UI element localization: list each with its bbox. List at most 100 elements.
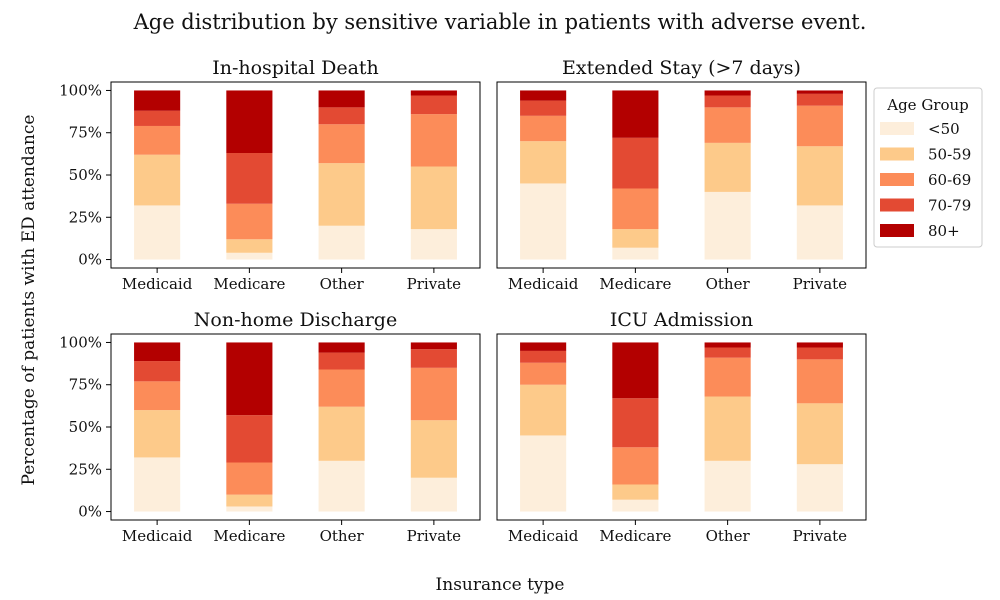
- x-tick-label: Other: [706, 527, 751, 545]
- bar-other-50-59: [318, 406, 365, 461]
- y-tick-label: 25%: [69, 460, 102, 478]
- legend-swatch-50-59: [880, 147, 914, 161]
- y-tick-label: 50%: [69, 166, 102, 184]
- bar-private-50-59: [410, 166, 457, 230]
- y-tick-label: 75%: [69, 376, 102, 394]
- bar-private-60-69: [410, 367, 457, 421]
- x-tick-label: Private: [793, 527, 848, 545]
- bar-medicaid-80: [520, 90, 567, 101]
- panel-title: Extended Stay (>7 days): [562, 57, 801, 79]
- bar-other-60-69: [704, 357, 751, 397]
- bar-medicaid-50-59: [134, 154, 181, 206]
- plot-frame: [496, 81, 867, 269]
- x-tick-label: Medicaid: [508, 527, 579, 545]
- panel-title: Non-home Discharge: [194, 309, 397, 331]
- panel-icu-admission: ICU Admission Medicaid Medicare Other Privat…: [496, 309, 867, 545]
- y-tick-label: 25%: [69, 208, 102, 226]
- bar-private-50: [410, 477, 457, 512]
- x-tick-label: Medicare: [213, 275, 285, 293]
- bar-private-70-79: [410, 95, 457, 115]
- bar-medicaid-70-79: [520, 350, 567, 363]
- bar-other-50: [318, 460, 365, 512]
- bar-other-80: [318, 342, 365, 353]
- bar-other-60-69: [318, 124, 365, 164]
- bar-other-80: [318, 90, 365, 108]
- x-tick-label: Other: [320, 275, 365, 293]
- bar-medicaid-50: [520, 183, 567, 260]
- y-tick-label: 100%: [59, 81, 102, 99]
- x-tick-label: Private: [407, 275, 462, 293]
- bar-private-80: [410, 90, 457, 96]
- bar-private-50: [410, 229, 457, 260]
- bar-medicare-50-59: [226, 494, 273, 507]
- bar-medicaid-70-79: [520, 100, 567, 116]
- bar-medicaid-60-69: [520, 115, 567, 142]
- legend-label: 60-69: [928, 171, 971, 189]
- bar-medicare-80: [612, 90, 659, 138]
- bar-medicare-50-59: [612, 229, 659, 248]
- legend-label: 70-79: [928, 197, 971, 215]
- y-tick-label: 75%: [69, 124, 102, 142]
- bar-medicaid-80: [520, 342, 567, 351]
- bar-other-70-79: [704, 347, 751, 358]
- bar-other-60-69: [704, 107, 751, 143]
- bar-other-50-59: [318, 163, 365, 226]
- legend-label: <50: [928, 120, 960, 138]
- bar-private-70-79: [796, 347, 843, 360]
- bar-medicaid-70-79: [134, 361, 181, 382]
- bar-private-80: [796, 90, 843, 94]
- bar-medicaid-80: [134, 90, 181, 111]
- bar-other-80: [704, 342, 751, 348]
- bar-medicare-50: [612, 499, 659, 512]
- bar-medicare-80: [226, 90, 273, 154]
- bar-private-70-79: [796, 93, 843, 106]
- bar-medicare-70-79: [612, 137, 659, 189]
- x-tick-label: Medicaid: [508, 275, 579, 293]
- x-tick-label: Private: [793, 275, 848, 293]
- y-tick-label: 50%: [69, 418, 102, 436]
- bar-medicare-50-59: [612, 484, 659, 500]
- bar-medicaid-60-69: [134, 381, 181, 411]
- x-tick-label: Medicare: [213, 527, 285, 545]
- bar-other-70-79: [318, 352, 365, 370]
- legend-swatch-80: [880, 224, 914, 237]
- bar-private-60-69: [410, 114, 457, 167]
- x-tick-label: Medicare: [599, 527, 671, 545]
- bar-medicare-60-69: [226, 203, 273, 240]
- bar-private-50-59: [796, 403, 843, 465]
- bar-other-70-79: [318, 107, 365, 125]
- bar-medicaid-50-59: [520, 384, 567, 436]
- bar-private-80: [410, 342, 457, 350]
- bar-other-70-79: [704, 95, 751, 108]
- x-tick-label: Other: [320, 527, 365, 545]
- plot-frame: [110, 81, 481, 269]
- panel-in-hospital-death: In-hospital Death Medicaid Medicare Other Pr…: [59, 57, 481, 293]
- x-tick-label: Private: [407, 527, 462, 545]
- bar-medicaid-60-69: [520, 362, 567, 385]
- bar-private-50-59: [410, 420, 457, 478]
- bar-medicaid-80: [134, 342, 181, 362]
- bar-medicaid-50: [520, 435, 567, 512]
- y-tick-label: 0%: [78, 251, 102, 269]
- bar-other-50-59: [704, 142, 751, 192]
- legend-label: 80+: [928, 222, 960, 240]
- y-tick-label: 0%: [78, 503, 102, 521]
- bar-other-50: [704, 460, 751, 512]
- bar-medicare-60-69: [612, 447, 659, 485]
- bar-medicare-60-69: [226, 462, 273, 495]
- bar-medicare-80: [226, 342, 273, 416]
- bar-medicare-80: [612, 342, 659, 399]
- x-axis-label: Insurance type: [436, 575, 565, 595]
- bar-medicaid-50: [134, 205, 181, 260]
- plot-frame: [110, 333, 481, 521]
- x-tick-label: Medicaid: [122, 275, 193, 293]
- bar-medicare-70-79: [226, 153, 273, 204]
- bar-private-70-79: [410, 349, 457, 368]
- bar-private-50: [796, 464, 843, 512]
- bar-other-60-69: [318, 369, 365, 407]
- x-tick-label: Other: [706, 275, 751, 293]
- bar-medicare-50-59: [226, 239, 273, 253]
- panel-extended-stay-7-days: Extended Stay (>7 days) Medicaid Medicare O…: [496, 57, 867, 293]
- plot-frame: [496, 333, 867, 521]
